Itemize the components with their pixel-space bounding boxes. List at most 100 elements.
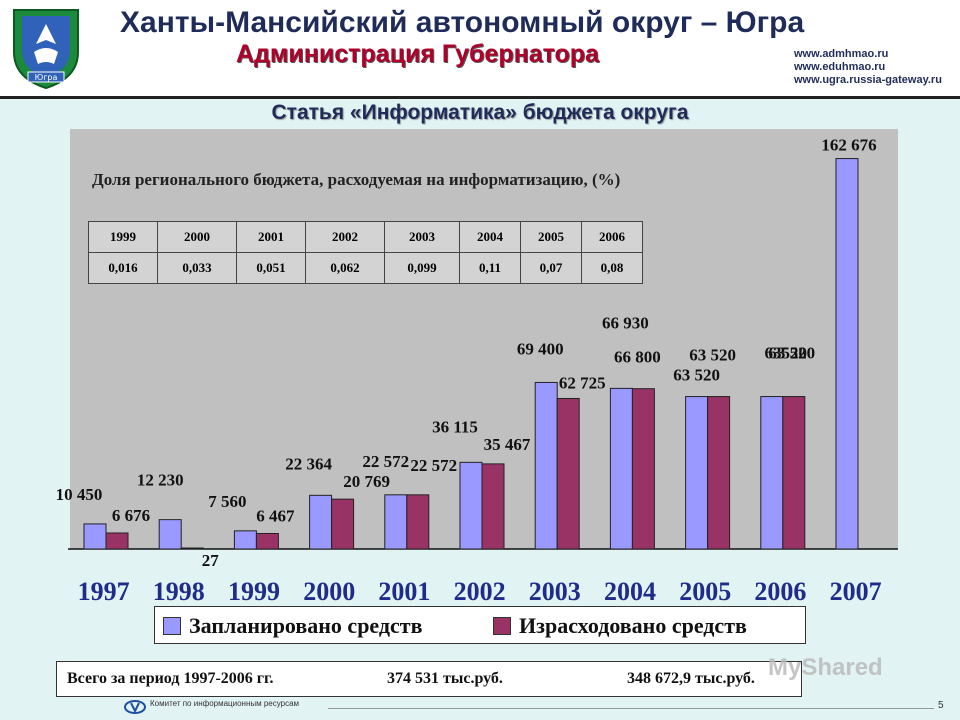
share-year-cell: 2005 bbox=[520, 221, 582, 253]
share-year-cell: 1999 bbox=[88, 221, 158, 253]
page-title: Ханты-Мансийский автономный округ – Югра bbox=[120, 6, 805, 39]
data-label-planned: 7 560 bbox=[208, 492, 246, 511]
footer-divider bbox=[328, 708, 934, 709]
bar-planned bbox=[760, 396, 784, 550]
page-subtitle: Администрация Губернатора bbox=[236, 40, 599, 68]
bar-spent bbox=[105, 532, 129, 550]
share-value-cell: 0,062 bbox=[305, 252, 385, 284]
data-label-spent: 35 467 bbox=[484, 435, 531, 454]
legend-label-spent: Израсходовано средств bbox=[519, 613, 747, 638]
share-value-cell: 0,099 bbox=[384, 252, 460, 284]
total-label: Всего за период 1997-2006 гг. bbox=[67, 670, 274, 687]
header-bar: Югра Ханты-Мансийский автономный округ –… bbox=[0, 0, 960, 99]
share-table: 1999 2000 2001 2002 2003 2004 2005 2006 0,016 0,… bbox=[88, 221, 643, 284]
x-tick-label: 2005 bbox=[679, 577, 731, 606]
website-links: www.admhmao.ru www.eduhmao.ru www.ugra.r… bbox=[794, 48, 942, 87]
share-year-cell: 2002 bbox=[305, 221, 385, 253]
x-tick-label: 1997 bbox=[78, 577, 130, 606]
share-title: Доля регионального бюджета, расходуемая … bbox=[92, 170, 621, 189]
share-year-cell: 2001 bbox=[236, 221, 306, 253]
data-label-planned: 22 364 bbox=[285, 454, 332, 473]
x-tick-label: 2003 bbox=[529, 577, 581, 606]
bar-planned bbox=[83, 523, 107, 550]
bar-planned bbox=[534, 381, 558, 550]
legend-item-spent: Израсходовано средств bbox=[493, 613, 747, 639]
share-year-cell: 2000 bbox=[157, 221, 237, 253]
share-value-cell: 0,11 bbox=[459, 252, 521, 284]
bar-planned bbox=[835, 158, 859, 550]
share-value-cell: 0,07 bbox=[520, 252, 582, 284]
legend-swatch-planned bbox=[163, 617, 181, 635]
x-tick-label: 2000 bbox=[303, 577, 355, 606]
x-tick-label: 1999 bbox=[228, 577, 280, 606]
bar-spent bbox=[180, 547, 204, 550]
bar-planned bbox=[384, 494, 408, 550]
data-label-planned: 66 930 bbox=[602, 313, 649, 332]
bar-planned bbox=[609, 387, 633, 550]
data-label-spent: 20 769 bbox=[343, 472, 390, 491]
watermark-logo: MyShared bbox=[768, 654, 883, 681]
bar-planned bbox=[233, 530, 257, 550]
bar-spent bbox=[556, 397, 580, 550]
share-year-cell: 2006 bbox=[581, 221, 643, 253]
link-admhmao[interactable]: www.admhmao.ru bbox=[794, 48, 889, 60]
data-label-spent: 6 676 bbox=[112, 506, 150, 525]
chart-legend: Запланировано средств Израсходовано сред… bbox=[154, 606, 806, 644]
data-label-spent: 63 520 bbox=[689, 346, 736, 365]
link-ugra-gateway[interactable]: www.ugra.russia-gateway.ru bbox=[794, 74, 942, 86]
total-summary: Всего за период 1997-2006 гг. 374 531 ты… bbox=[56, 661, 802, 697]
legend-item-planned: Запланировано средств bbox=[163, 613, 423, 639]
share-year-cell: 2004 bbox=[459, 221, 521, 253]
bar-spent bbox=[406, 494, 430, 550]
bar-spent bbox=[481, 463, 505, 550]
bar-planned bbox=[685, 396, 709, 550]
data-label-planned: 63520 bbox=[765, 344, 808, 363]
data-label-spent: 66 800 bbox=[614, 348, 661, 367]
data-label-planned: 63 520 bbox=[673, 366, 720, 385]
total-spent: 348 672,9 тыс.руб. bbox=[627, 670, 755, 687]
share-value-cell: 0,051 bbox=[236, 252, 306, 284]
coat-of-arms-icon: Югра bbox=[13, 9, 79, 90]
data-label-spent: 63 520 bbox=[768, 344, 815, 363]
share-values-row: 0,016 0,033 0,051 0,062 0,099 0,11 0,07 0,08 bbox=[88, 252, 643, 284]
data-label-planned: 10 450 bbox=[56, 485, 103, 504]
bar-spent bbox=[782, 396, 806, 550]
data-label-spent: 22 572 bbox=[410, 456, 457, 475]
data-label-spent: 62 725 bbox=[559, 373, 606, 392]
committee-logo-icon bbox=[124, 700, 146, 714]
total-planned: 374 531 тыс.руб. bbox=[387, 670, 503, 687]
bar-spent bbox=[255, 532, 279, 550]
share-value-cell: 0,016 bbox=[88, 252, 158, 284]
bar-spent bbox=[631, 388, 655, 550]
share-years-row: 1999 2000 2001 2002 2003 2004 2005 2006 bbox=[88, 221, 643, 253]
data-label-planned: 12 230 bbox=[137, 471, 184, 490]
link-eduhmao[interactable]: www.eduhmao.ru bbox=[794, 61, 886, 73]
x-tick-label: 2004 bbox=[604, 577, 656, 606]
slide-title: Статья «Информатика» бюджета округа bbox=[271, 101, 689, 124]
page-number: 5 bbox=[938, 700, 944, 711]
share-value-cell: 0,08 bbox=[581, 252, 643, 284]
data-label-spent: 27 bbox=[202, 551, 220, 570]
footer-org: Комитет по информационным ресурсам bbox=[150, 699, 300, 708]
x-tick-label: 2006 bbox=[754, 577, 806, 606]
data-label-planned: 22 572 bbox=[362, 452, 409, 471]
share-year-cell: 2003 bbox=[384, 221, 460, 253]
bar-planned bbox=[309, 494, 333, 550]
bar-planned bbox=[459, 461, 483, 550]
data-label-planned: 162 676 bbox=[821, 136, 876, 155]
data-label-spent: 6 467 bbox=[256, 506, 295, 525]
data-label-planned: 36 115 bbox=[432, 417, 478, 436]
data-label-planned: 69 400 bbox=[517, 339, 564, 358]
share-value-cell: 0,033 bbox=[157, 252, 237, 284]
bar-planned bbox=[158, 519, 182, 550]
legend-label-planned: Запланировано средств bbox=[189, 613, 423, 638]
x-tick-label: 2002 bbox=[454, 577, 506, 606]
bar-spent bbox=[707, 396, 731, 550]
legend-swatch-spent bbox=[493, 617, 511, 635]
x-tick-label: 1998 bbox=[153, 577, 205, 606]
x-tick-label: 2007 bbox=[830, 577, 882, 606]
x-tick-label: 2001 bbox=[378, 577, 430, 606]
emblem-text: Югра bbox=[35, 73, 58, 82]
bar-spent bbox=[331, 498, 355, 550]
